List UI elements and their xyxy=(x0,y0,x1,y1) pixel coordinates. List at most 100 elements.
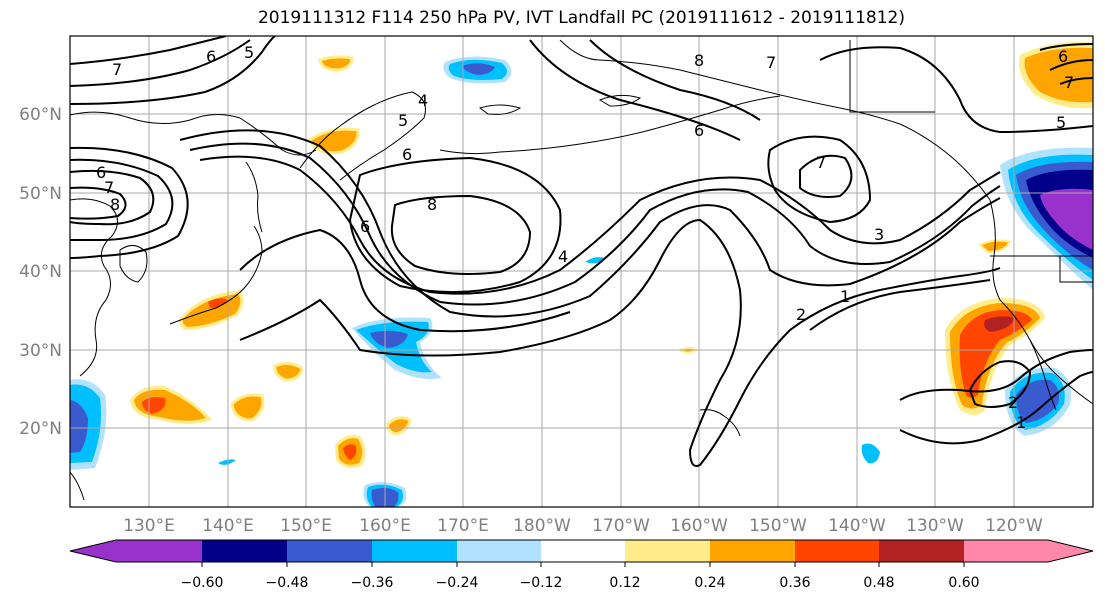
gridlines xyxy=(70,36,1093,507)
contour-label: 2 xyxy=(1008,393,1018,412)
colorbar-segment xyxy=(795,540,879,562)
colorbar-segment xyxy=(625,540,710,562)
contour-3-baja xyxy=(968,360,1032,408)
negative-blob-central-pacific xyxy=(352,317,442,379)
positive-blob-okhotsk xyxy=(318,55,354,72)
contour-label: 7 xyxy=(104,178,114,197)
lat-label: 50°N xyxy=(19,184,62,204)
coast-hawaii xyxy=(699,409,741,437)
contour-label: 6 xyxy=(694,121,704,140)
coast-sakhalin xyxy=(245,161,263,233)
contour-7-central xyxy=(348,156,562,294)
colorbar-outline xyxy=(69,539,1094,563)
colorbar-tick: 0.12 xyxy=(609,575,640,591)
latitude-labels: 60°N 50°N 40°N 30°N 20°N xyxy=(19,105,62,439)
contour-label: 1 xyxy=(840,287,850,306)
contour-label: 8 xyxy=(110,195,120,214)
lat-label: 40°N xyxy=(19,262,62,282)
coast-kamchatka xyxy=(299,91,426,181)
coast-japan xyxy=(169,225,263,325)
positive-blob-philippine-sea xyxy=(130,385,212,424)
colorbar-tick: −0.24 xyxy=(436,575,479,591)
contour-8-west xyxy=(70,186,127,220)
contour-label: 5 xyxy=(1056,113,1066,132)
lat-label: 30°N xyxy=(19,341,62,361)
colorbar-tick: 0.36 xyxy=(779,575,810,591)
figure-title: 2019111312 F114 250 hPa PV, IVT Landfall… xyxy=(257,8,905,28)
contour-label: 7 xyxy=(816,153,826,172)
contour-label: 6 xyxy=(96,163,106,182)
colorbar: −0.60 −0.48 −0.36 −0.24 −0.12 0.12 0.24 … xyxy=(69,539,1094,591)
colorbar-segment xyxy=(116,540,202,562)
coast-asia-east xyxy=(70,198,118,377)
colorbar-tick: −0.60 xyxy=(181,575,224,591)
contour-7-west xyxy=(70,169,155,226)
coast-philippines xyxy=(70,471,85,501)
colorbar-arrow-left xyxy=(70,540,116,562)
colorbar-tick: −0.48 xyxy=(266,575,309,591)
contour-2-east xyxy=(899,349,1093,401)
longitude-labels: 130°E 140°E 150°E 160°E 170°E 180°W 170°… xyxy=(123,516,1043,536)
colorbar-tick: 0.48 xyxy=(863,575,894,591)
lon-label: 180°W xyxy=(513,516,571,536)
contour-label: 6 xyxy=(206,47,216,66)
colorbar-segment xyxy=(964,540,1048,562)
positive-blob-small-2 xyxy=(273,361,304,382)
contour-5-ne xyxy=(819,46,1093,134)
coast-korea xyxy=(119,245,148,283)
negative-blob-small-3 xyxy=(218,459,236,465)
contour-6-main xyxy=(199,155,1001,295)
contour-5-north xyxy=(70,36,276,105)
colorbar-ticks: −0.60 −0.48 −0.36 −0.24 −0.12 0.12 0.24 … xyxy=(181,575,980,591)
contour-6-gulf xyxy=(767,135,872,224)
coast-asia-north xyxy=(70,111,317,156)
coast-island-2 xyxy=(478,104,522,115)
contour-label: 6 xyxy=(402,145,412,164)
lon-label: 150°E xyxy=(280,516,332,536)
lat-label: 20°N xyxy=(19,419,62,439)
contour-label: 3 xyxy=(874,225,884,244)
contour-label: 5 xyxy=(244,43,254,62)
contour-6-ne xyxy=(1049,59,1093,71)
lon-label: 140°E xyxy=(202,516,254,536)
contour-label: 7 xyxy=(1064,73,1074,92)
pv-contours xyxy=(70,36,1093,467)
map-panel: 7 6 5 6 7 8 8 6 4 5 6 7 4 2 1 3 6 7 2 1 … xyxy=(69,35,1094,508)
colorbar-segment xyxy=(202,540,287,562)
positive-blob-small-1 xyxy=(230,393,265,422)
contour-label: 6 xyxy=(1058,47,1068,66)
lon-label: 170°E xyxy=(437,516,489,536)
lon-label: 170°W xyxy=(592,516,650,536)
contour-1-east xyxy=(809,279,991,331)
positive-blob-small-3 xyxy=(386,416,412,436)
lon-label: 150°W xyxy=(749,516,807,536)
contour-7-north xyxy=(70,36,227,65)
coast-aleutians xyxy=(439,95,781,155)
contour-label: 5 xyxy=(398,111,408,130)
colorbar-arrow-right xyxy=(1048,540,1093,562)
contour-5-ne-top xyxy=(1039,43,1093,51)
contour-label: 8 xyxy=(427,195,437,214)
colorbar-segment xyxy=(287,540,372,562)
contour-5-main xyxy=(189,142,1001,306)
contour-8-north xyxy=(589,39,761,121)
contour-5-west xyxy=(70,146,189,259)
lon-label: 160°W xyxy=(670,516,728,536)
contour-label: 6 xyxy=(360,217,370,236)
border-states xyxy=(1059,256,1093,283)
contour-6-north xyxy=(70,39,251,87)
lon-label: 130°E xyxy=(123,516,175,536)
lon-label: 120°W xyxy=(985,516,1043,536)
negative-blob-subtropical xyxy=(1005,367,1071,436)
colorbar-tick-marks xyxy=(201,562,965,567)
coast-baja xyxy=(1029,339,1057,411)
colorbar-tick: 0.60 xyxy=(948,575,979,591)
contour-3-west xyxy=(239,228,571,333)
contour-label: 2 xyxy=(796,305,806,324)
colorbar-tick: −0.36 xyxy=(351,575,394,591)
contour-label: 4 xyxy=(418,91,428,110)
colorbar-segment xyxy=(372,540,457,562)
negative-blob-small-1 xyxy=(861,443,880,464)
negative-blob-west-edge xyxy=(70,379,107,470)
